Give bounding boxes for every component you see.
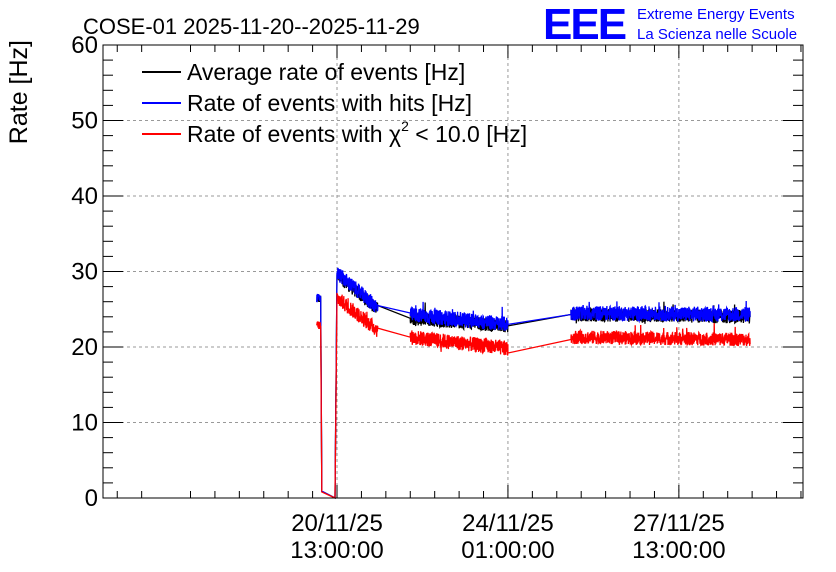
x-tick-time-label: 13:00:00	[290, 537, 383, 564]
x-tick-date-label: 27/11/25	[633, 510, 725, 537]
axes: 010203040506020/11/2513:00:0024/11/2501:…	[71, 32, 803, 564]
legend-label-avg: Average rate of events [Hz]	[187, 59, 465, 85]
y-tick-label: 40	[71, 183, 98, 210]
y-axis-label: Rate [Hz]	[5, 40, 33, 144]
legend-label-chi2: Rate of events with χ2 < 10.0 [Hz]	[187, 118, 527, 147]
series-hits-line	[316, 267, 751, 500]
series-chi2-line	[316, 292, 751, 500]
y-tick-label: 10	[71, 410, 98, 437]
logo-text-line2: La Scienza nelle Scuole	[637, 26, 797, 43]
legend-label-hits: Rate of events with hits [Hz]	[187, 90, 472, 116]
y-tick-label: 60	[71, 32, 98, 59]
y-tick-label: 0	[85, 485, 98, 512]
series-avg-line	[316, 271, 751, 500]
x-tick-date-label: 24/11/25	[462, 510, 554, 537]
logo-text-line1: Extreme Energy Events	[637, 6, 795, 23]
grid	[103, 45, 803, 498]
x-tick-time-label: 13:00:00	[632, 537, 725, 564]
series-layer	[316, 267, 751, 500]
y-tick-label: 30	[71, 259, 98, 286]
legend: Average rate of events [Hz] Rate of event…	[142, 59, 527, 147]
chart-title: COSE-01 2025-11-20--2025-11-29	[83, 14, 420, 39]
eee-logo: EEE Extreme Energy Events La Scienza nel…	[543, 0, 797, 49]
eee-logo-mark: EEE	[543, 0, 626, 49]
y-tick-label: 50	[71, 108, 98, 135]
x-tick-time-label: 01:00:00	[461, 537, 554, 564]
x-tick-date-label: 20/11/25	[291, 510, 383, 537]
y-tick-label: 20	[71, 334, 98, 361]
